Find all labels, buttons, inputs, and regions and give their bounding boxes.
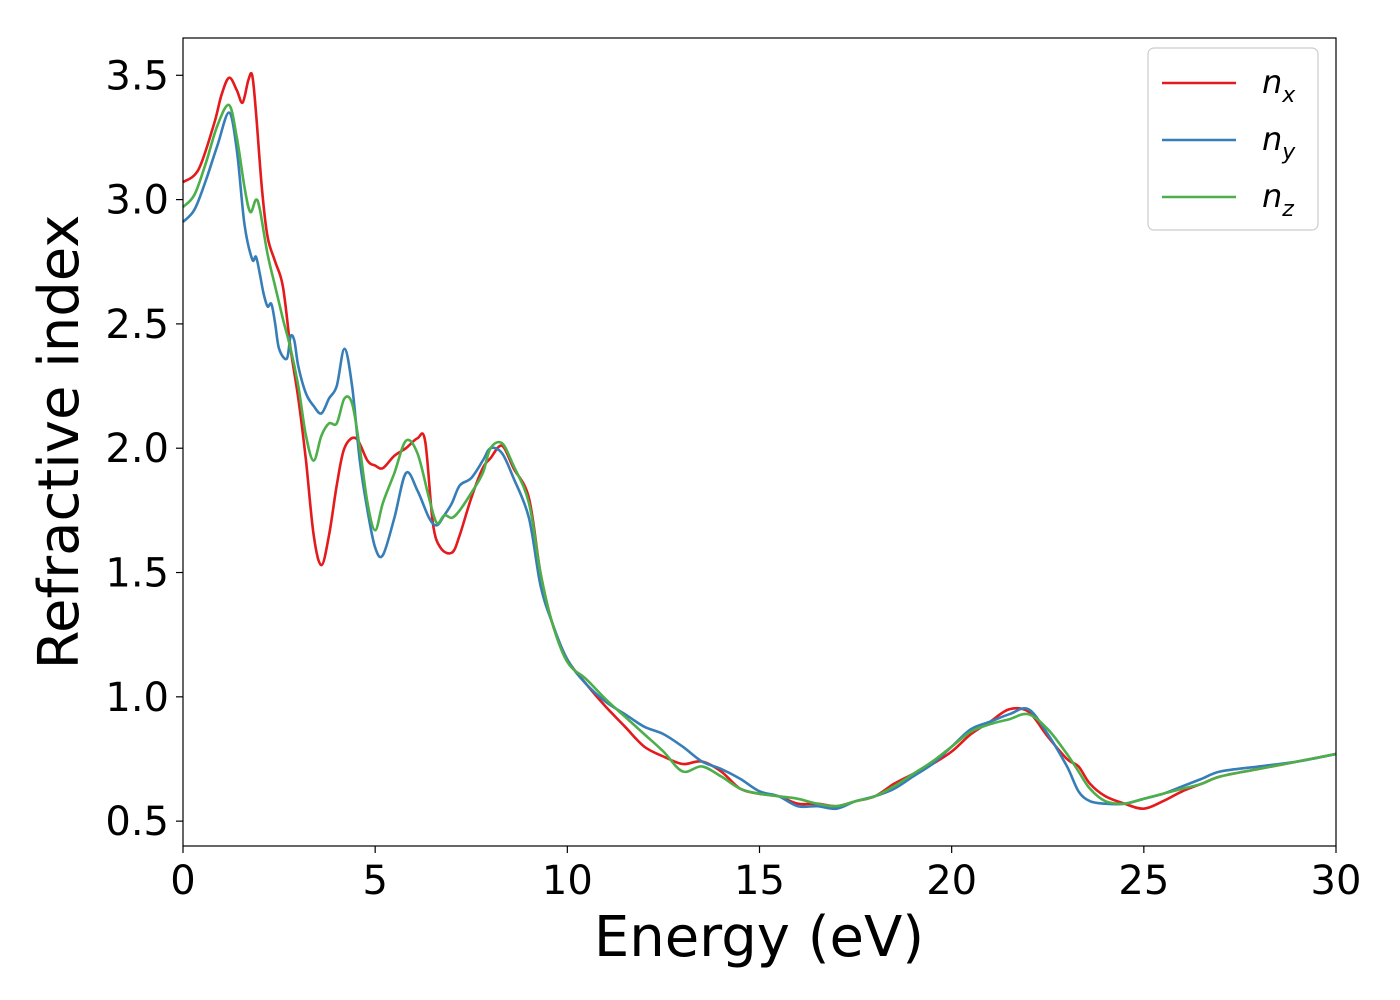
y-axis-ticks: 0.5 1.0 1.5 2.0 2.5 3.0 3.5 [105, 53, 183, 845]
y-tick-label: 2.0 [105, 426, 169, 472]
x-axis-title: Energy (eV) [594, 905, 924, 970]
y-tick-label: 1.5 [105, 551, 169, 597]
x-axis-ticks: 0 5 10 15 20 25 30 [170, 846, 1361, 904]
x-tick-label: 10 [542, 858, 593, 904]
y-tick-label: 3.5 [105, 53, 169, 99]
x-tick-label: 15 [734, 858, 785, 904]
legend-label-z: nz [1262, 177, 1294, 222]
x-tick-label: 25 [1118, 858, 1169, 904]
series-line-y [182, 111, 1337, 811]
y-tick-label: 2.5 [105, 302, 169, 348]
series-line-z [182, 103, 1337, 808]
x-tick-label: 30 [1311, 858, 1362, 904]
x-tick-label: 5 [362, 858, 387, 904]
y-tick-label: 0.5 [105, 799, 169, 845]
y-axis-title: Refractive index [27, 215, 92, 670]
x-tick-label: 20 [926, 858, 977, 904]
y-tick-label: 3.0 [105, 178, 169, 224]
y-tick-label: 1.0 [105, 675, 169, 721]
series-layer [182, 71, 1337, 811]
x-tick-label: 0 [170, 858, 195, 904]
plot-area-frame [182, 37, 1337, 847]
